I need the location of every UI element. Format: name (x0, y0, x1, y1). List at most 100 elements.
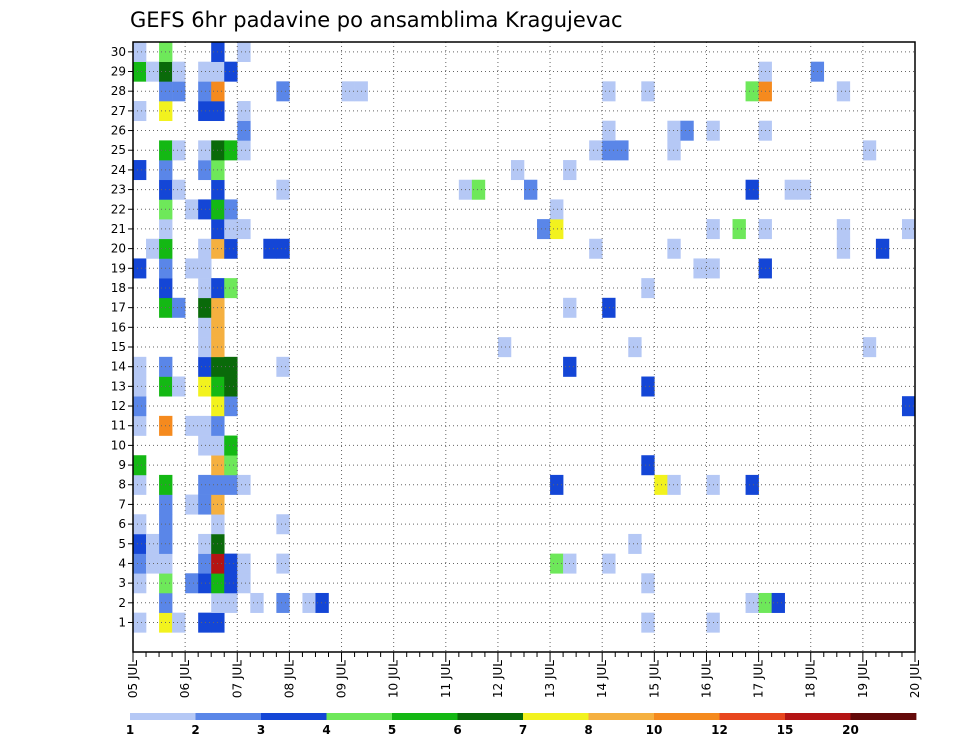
colorbar-swatch (261, 713, 327, 720)
precip-cell (224, 238, 238, 259)
precip-cell (654, 474, 668, 495)
precip-cell (198, 81, 212, 102)
x-tick-label: 10 JUL (387, 660, 401, 698)
precip-cell (550, 553, 564, 574)
precip-cell (276, 238, 290, 259)
precip-cell (224, 61, 238, 82)
colorbar-swatch (719, 713, 786, 720)
precip-cell (198, 238, 212, 259)
precip-cell (237, 474, 251, 495)
precip-cell (133, 474, 147, 495)
precip-cell (133, 258, 147, 279)
precip-cell (550, 199, 564, 220)
y-tick-label: 20 (111, 242, 126, 256)
precip-cell (901, 396, 916, 417)
precip-cell (198, 317, 212, 338)
precip-cell (471, 179, 486, 200)
precip-cell (198, 573, 212, 594)
precip-cell (836, 238, 851, 259)
x-axis: 05 JUL 06 JUL 07 JUL 08 JUL 09 JUL 10 JUL 11 J… (126, 652, 922, 698)
precip-cell (198, 376, 212, 397)
precip-cell (133, 533, 147, 554)
colorbar-label: 20 (842, 723, 859, 737)
precip-cell (185, 494, 199, 515)
y-tick-label: 26 (111, 124, 126, 138)
precip-cell (198, 140, 212, 161)
precip-cell (133, 356, 147, 377)
x-tick-label: 16 JUL (699, 660, 713, 698)
precip-cell (146, 533, 160, 554)
colorbar-swatch (850, 713, 917, 720)
precip-cell (745, 474, 759, 495)
precip-cell (172, 140, 186, 161)
x-tick-label: 12 JUL (491, 660, 505, 698)
precip-cell (602, 140, 616, 161)
precip-cell (276, 179, 290, 200)
precip-cell (276, 81, 290, 102)
y-tick-label: 16 (111, 320, 126, 334)
precip-cell (224, 219, 238, 240)
precip-cell (641, 455, 655, 476)
y-tick-label: 4 (118, 556, 126, 570)
y-tick-label: 10 (111, 438, 126, 452)
precip-cell (198, 61, 212, 82)
y-tick-label: 25 (111, 143, 126, 157)
precip-cell (224, 455, 238, 476)
colorbar-swatch (588, 713, 655, 720)
precip-cell (667, 120, 681, 141)
y-tick-label: 13 (111, 379, 126, 393)
colorbar-label: 7 (519, 723, 527, 737)
x-tick-label: 15 JUL (647, 660, 661, 698)
colorbar-label: 3 (257, 723, 265, 737)
precip-cell (745, 81, 759, 102)
y-tick-label: 19 (111, 261, 126, 275)
x-tick-label: 07 JUL (230, 660, 244, 698)
precip-cell (602, 81, 616, 102)
precip-cell (185, 415, 199, 436)
precip-cell (198, 160, 212, 181)
precip-cell (667, 140, 681, 161)
precip-cell (198, 278, 212, 299)
colorbar-swatch (654, 713, 720, 720)
precip-cell (172, 81, 186, 102)
precip-cell (198, 356, 212, 377)
precip-cell (497, 337, 512, 358)
colorbar-label: 8 (584, 723, 592, 737)
precip-cell (198, 435, 212, 456)
precip-cell (797, 179, 812, 200)
precip-cell (875, 238, 890, 259)
precip-cell (550, 219, 564, 240)
precip-cell (224, 199, 238, 220)
precip-cell (628, 337, 642, 358)
y-tick-label: 24 (111, 163, 126, 177)
precip-cell (836, 219, 851, 240)
precip-cell (198, 297, 212, 318)
y-tick-label: 6 (118, 517, 126, 531)
precip-cell (185, 258, 199, 279)
x-tick-label: 17 JUL (752, 660, 766, 698)
colorbar-label: 10 (646, 723, 663, 737)
precip-cell (133, 553, 147, 574)
colorbar-swatch (392, 713, 458, 720)
precip-cell (198, 553, 212, 574)
precip-cell (133, 573, 147, 594)
precip-cell (628, 533, 642, 554)
precip-cell (198, 494, 212, 515)
precip-cell (133, 415, 147, 436)
precip-cell (237, 140, 251, 161)
precip-cell (146, 61, 160, 82)
precip-cell (146, 553, 160, 574)
x-tick-label: 18 JUL (804, 660, 818, 698)
precip-cell (224, 573, 238, 594)
precip-cell (185, 573, 199, 594)
colorbar-label: 4 (322, 723, 330, 737)
colorbar-swatch (523, 713, 589, 720)
precip-cell (224, 435, 238, 456)
y-tick-label: 22 (111, 202, 126, 216)
precip-cell (224, 356, 238, 377)
y-tick-label: 23 (111, 183, 126, 197)
precip-cell (667, 238, 681, 259)
precip-cell (276, 514, 290, 535)
precip-cell (589, 140, 603, 161)
